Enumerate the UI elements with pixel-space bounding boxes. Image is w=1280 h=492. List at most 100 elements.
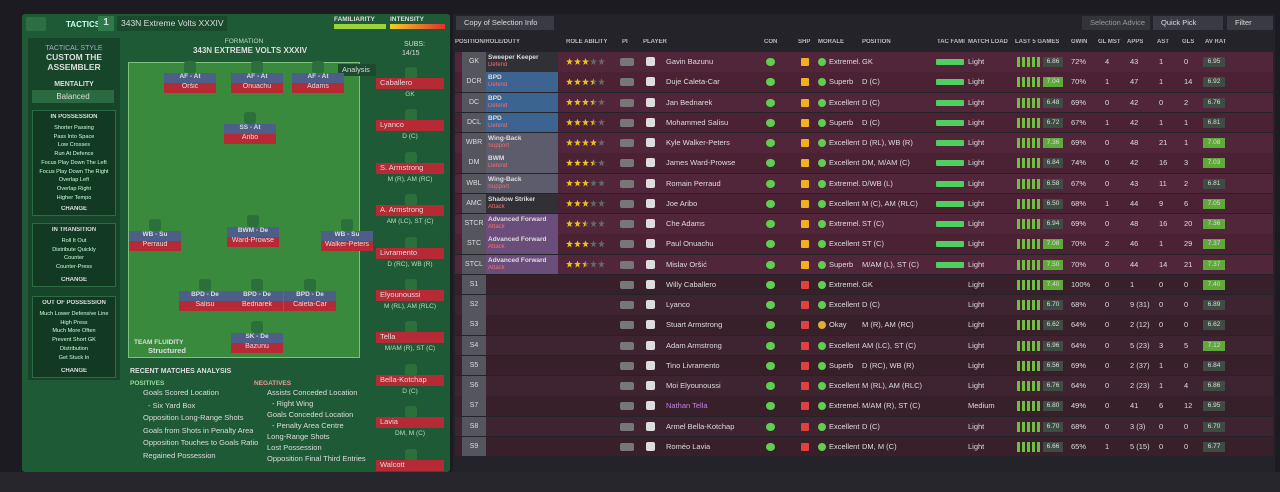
table-row[interactable] — [455, 112, 1273, 133]
table-row[interactable] — [455, 92, 1273, 113]
player-name[interactable]: Gavin Bazunu — [666, 58, 714, 66]
table-row[interactable] — [455, 335, 1273, 356]
copy-button[interactable]: Copy of Selection Info — [456, 16, 554, 30]
player-name[interactable]: Nathan Tella — [666, 402, 708, 411]
sub-chip[interactable]: Elyounoussi — [376, 290, 444, 301]
table-row[interactable] — [455, 193, 1273, 214]
table-row[interactable] — [455, 396, 1273, 416]
player-chip[interactable]: Walker-Peters — [321, 241, 373, 251]
player-chip[interactable]: Ward-Prowse — [227, 237, 279, 247]
sub-chip[interactable]: Tella — [376, 332, 444, 344]
player-name[interactable]: Adam Armstrong — [666, 341, 722, 350]
player-chip[interactable]: Oršić — [164, 83, 216, 93]
table-row[interactable] — [455, 355, 1273, 376]
sub-chip[interactable]: Caballero — [376, 78, 444, 89]
player-chip[interactable]: Onuachu — [231, 83, 283, 93]
role-cell[interactable] — [486, 112, 558, 133]
role-chip[interactable]: SS - At — [224, 124, 276, 134]
table-row[interactable] — [455, 153, 1273, 173]
role-chip[interactable]: BPD - De — [179, 291, 231, 301]
player-name[interactable]: Romain Perraud — [666, 179, 721, 188]
player-chip[interactable]: Caleta-Car — [284, 301, 336, 311]
player-name[interactable]: Mislav Oršić — [666, 260, 707, 269]
role-chip[interactable]: WB - Su — [321, 231, 373, 241]
player-name[interactable]: Armel Bella-Kotchap — [666, 422, 735, 431]
role-chip[interactable]: AF - At — [231, 73, 283, 83]
role-chip[interactable]: AF - At — [292, 73, 344, 83]
player-chip[interactable]: Salisu — [179, 301, 231, 311]
table-row[interactable] — [455, 295, 1273, 315]
player-name[interactable]: James Ward-Prowse — [666, 159, 736, 168]
player-chip[interactable]: Bazunu — [231, 343, 283, 353]
role-cell[interactable] — [486, 193, 558, 214]
role-cell[interactable] — [486, 92, 558, 113]
change-button[interactable]: CHANGE — [60, 368, 88, 374]
player-name[interactable]: Stuart Armstrong — [666, 321, 723, 330]
role-cell[interactable] — [486, 254, 558, 275]
change-button[interactable]: CHANGE — [60, 277, 88, 283]
player-chip[interactable]: Bednarek — [231, 301, 283, 311]
sub-chip[interactable]: Livramento — [376, 247, 444, 259]
table-row[interactable] — [455, 72, 1273, 92]
sub-chip[interactable]: S. Armstrong — [376, 162, 444, 174]
table-row[interactable] — [455, 436, 1273, 457]
table-row[interactable] — [455, 133, 1273, 153]
sub-chip[interactable]: Lavia — [376, 417, 444, 429]
goals: 0 — [1184, 58, 1189, 66]
advice-button[interactable]: Selection Advice — [1082, 16, 1150, 30]
analysis-title: RECENT MATCHES ANALYSIS — [130, 368, 232, 375]
sub-chip[interactable]: Bella-Kotchap — [376, 374, 444, 386]
back-button[interactable] — [26, 17, 46, 31]
role-cell[interactable] — [486, 52, 558, 72]
role-chip[interactable]: WB - Su — [129, 231, 181, 241]
subs-count: 14/15 — [402, 50, 420, 57]
gwin: 67% — [1071, 118, 1087, 127]
player-name[interactable]: Willy Caballero — [666, 280, 717, 289]
player-name[interactable]: Moi Elyounoussi — [666, 382, 721, 391]
player-name[interactable]: Jan Bednarek — [666, 98, 713, 107]
player-name[interactable]: Paul Onuachu — [666, 240, 714, 249]
table-row[interactable] — [455, 214, 1273, 234]
player-name[interactable]: Joe Aribo — [666, 199, 698, 208]
role-chip[interactable]: BPD - De — [284, 291, 336, 301]
role-chip[interactable]: BPD - De — [231, 291, 283, 301]
table-row[interactable] — [455, 274, 1273, 295]
sub-chip[interactable]: Walcott — [376, 459, 444, 471]
slot[interactable]: 1 — [98, 16, 114, 31]
change-button[interactable]: CHANGE — [60, 206, 88, 212]
table-row[interactable] — [455, 315, 1273, 335]
player-name[interactable]: Roméo Lavia — [666, 442, 711, 451]
analysis-button[interactable]: Analysis — [338, 64, 376, 76]
filter-button[interactable]: Filter — [1227, 16, 1273, 30]
table-row[interactable] — [455, 416, 1273, 437]
sub-chip[interactable]: Lyanco — [376, 120, 444, 132]
player-name[interactable]: Che Adams — [666, 220, 705, 229]
role-cell[interactable] — [486, 153, 558, 173]
table-row[interactable] — [455, 376, 1273, 396]
sharpness — [801, 58, 809, 66]
role-cell[interactable] — [486, 72, 558, 92]
role-cell[interactable] — [486, 173, 558, 194]
role-chip[interactable]: SK - De — [231, 333, 283, 343]
sub-chip[interactable]: A. Armstrong — [376, 205, 444, 217]
player-name[interactable]: Tino Livramento — [666, 361, 720, 370]
role-cell[interactable] — [486, 133, 558, 153]
player-name[interactable]: Kyle Walker-Peters — [666, 139, 730, 148]
player-name[interactable]: Mohammed Salisu — [666, 118, 729, 127]
tactic-select[interactable]: 343N Extreme Volts XXXIV — [117, 16, 227, 31]
role-cell[interactable] — [486, 214, 558, 234]
player-chip[interactable]: Perraud — [129, 241, 181, 251]
mentality-select[interactable]: Balanced — [32, 90, 114, 103]
player-name[interactable]: Duje Ćaleta-Car — [666, 78, 720, 87]
player-chip[interactable]: Aribo — [224, 134, 276, 144]
role-chip[interactable]: AF - At — [164, 73, 216, 83]
table-row[interactable] — [455, 254, 1273, 275]
role-chip[interactable]: BWM - De — [227, 227, 279, 237]
table-row[interactable] — [455, 234, 1273, 254]
table-row[interactable] — [455, 173, 1273, 194]
player-name[interactable]: Lyanco — [666, 301, 690, 310]
table-row[interactable] — [455, 52, 1273, 72]
role-cell[interactable] — [486, 234, 558, 254]
quick-pick[interactable]: Quick Pick — [1153, 16, 1223, 30]
player-chip[interactable]: Adams — [292, 83, 344, 93]
